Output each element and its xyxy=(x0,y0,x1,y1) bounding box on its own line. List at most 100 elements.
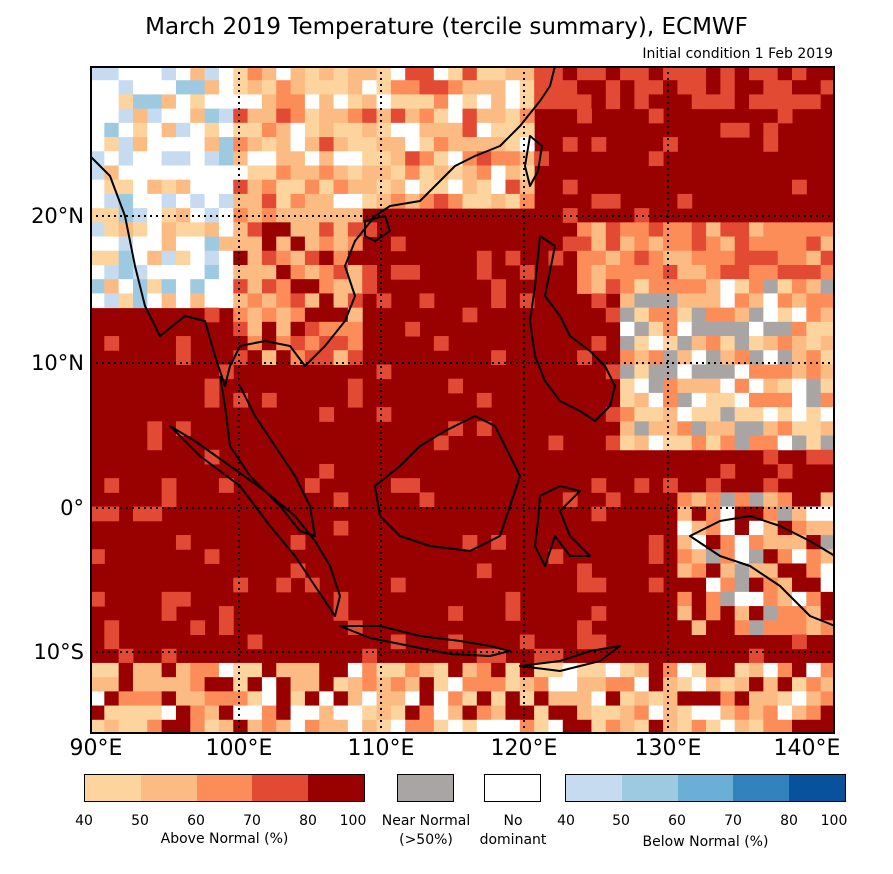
map-grid-cell xyxy=(319,108,335,124)
map-grid-cell xyxy=(792,492,807,508)
map-grid-cell xyxy=(663,321,678,337)
map-grid-cell xyxy=(390,236,406,252)
map-grid-cell xyxy=(261,66,277,81)
map-grid-cell xyxy=(749,66,764,81)
map-grid-cell xyxy=(634,705,650,721)
map-grid-cell xyxy=(605,407,621,422)
map-grid-cell xyxy=(118,94,134,110)
map-grid-cell xyxy=(190,250,206,266)
map-grid-cell xyxy=(706,520,721,536)
map-grid-cell xyxy=(147,662,163,678)
map-grid-cell xyxy=(118,264,134,280)
map-grid-cell xyxy=(734,364,750,380)
map-grid-cell xyxy=(175,719,191,734)
map-grid-cell xyxy=(419,705,435,721)
map-grid-cell xyxy=(806,591,822,607)
map-grid-cell xyxy=(648,250,664,266)
map-grid-cell xyxy=(691,222,707,238)
map-grid-cell xyxy=(261,321,277,337)
map-grid-cell xyxy=(333,250,349,266)
map-grid-cell xyxy=(677,236,693,252)
map-grid-cell xyxy=(806,236,822,252)
map-grid-cell xyxy=(820,321,835,337)
map-grid-cell xyxy=(347,392,363,408)
map-grid-cell xyxy=(319,321,335,337)
map-grid-cell xyxy=(276,137,292,152)
map-grid-cell xyxy=(333,208,349,223)
map-grid-cell xyxy=(218,250,234,266)
map-grid-cell xyxy=(276,336,292,351)
map-grid-cell xyxy=(376,66,392,81)
map-grid-cell xyxy=(605,250,621,266)
map-grid-cell xyxy=(677,549,693,564)
map-grid-cell xyxy=(204,449,220,465)
map-grid-cell xyxy=(304,108,320,124)
map-grid-cell xyxy=(261,193,277,209)
map-grid-cell xyxy=(663,407,678,422)
map-grid-cell xyxy=(132,705,148,721)
map-grid-cell xyxy=(362,705,378,721)
map-grid-cell xyxy=(763,222,779,238)
map-grid-cell xyxy=(763,264,779,280)
map-grid-cell xyxy=(276,222,292,238)
map-grid-cell xyxy=(362,66,378,81)
map-grid-cell xyxy=(190,122,206,138)
map-grid-cell xyxy=(734,321,750,337)
map-grid-cell xyxy=(691,94,707,110)
map-grid-cell xyxy=(347,350,363,365)
map-grid-cell xyxy=(132,208,148,223)
map-grid-cell xyxy=(677,705,693,721)
map-grid-cell xyxy=(663,691,678,707)
map-grid-cell xyxy=(362,719,378,734)
map-grid-cell xyxy=(276,577,292,593)
map-grid-cell xyxy=(405,691,421,707)
map-grid-cell xyxy=(677,421,693,437)
map-grid-cell xyxy=(691,591,707,607)
map-grid-cell xyxy=(261,108,277,124)
map-grid-cell xyxy=(792,293,807,309)
map-grid-cell xyxy=(491,179,506,195)
lat-label-10s: 10°S xyxy=(33,640,84,664)
map-grid-cell xyxy=(577,80,592,95)
map-grid-cell xyxy=(706,80,721,95)
map-grid-cell xyxy=(304,293,320,309)
map-grid-cell xyxy=(104,193,120,209)
map-grid-cell xyxy=(663,719,678,734)
map-grid-cell xyxy=(677,435,693,451)
lat-label-20n: 20°N xyxy=(31,204,84,228)
map-grid-cell xyxy=(734,549,750,564)
map-grid-cell xyxy=(677,293,693,309)
map-grid-cell xyxy=(462,165,478,181)
map-grid-cell xyxy=(118,179,134,195)
map-grid-cell xyxy=(734,421,750,437)
map-grid-cell xyxy=(118,648,134,664)
map-grid-cell xyxy=(261,350,277,365)
map-grid-cell xyxy=(104,80,120,95)
map-grid-cell xyxy=(749,535,764,550)
map-grid-cell xyxy=(720,606,736,621)
map-grid-cell xyxy=(304,321,320,337)
map-grid-cell xyxy=(534,691,549,707)
map-grid-cell xyxy=(90,691,105,707)
map-grid-cell xyxy=(204,279,220,294)
map-grid-cell xyxy=(605,435,621,451)
map-grid-cell xyxy=(648,336,664,351)
map-grid-cell xyxy=(290,250,306,266)
map-grid-cell xyxy=(190,279,206,294)
map-grid-cell xyxy=(90,222,105,238)
map-grid-cell xyxy=(663,94,678,110)
above-tick: 60 xyxy=(187,813,205,829)
map-grid-cell xyxy=(218,606,234,621)
map-grid-cell xyxy=(261,719,277,734)
map-grid-cell xyxy=(820,350,835,365)
lat-label-0: 0° xyxy=(60,496,84,520)
map-grid-cell xyxy=(247,691,263,707)
map-grid-cell xyxy=(806,606,822,621)
map-grid-cell xyxy=(820,719,835,734)
map-grid-cell xyxy=(175,535,191,550)
map-grid-cell xyxy=(749,591,764,607)
map-grid-cell xyxy=(218,179,234,195)
map-grid-cell xyxy=(304,137,320,152)
map-grid-cell xyxy=(634,677,650,692)
map-grid-cell xyxy=(290,122,306,138)
